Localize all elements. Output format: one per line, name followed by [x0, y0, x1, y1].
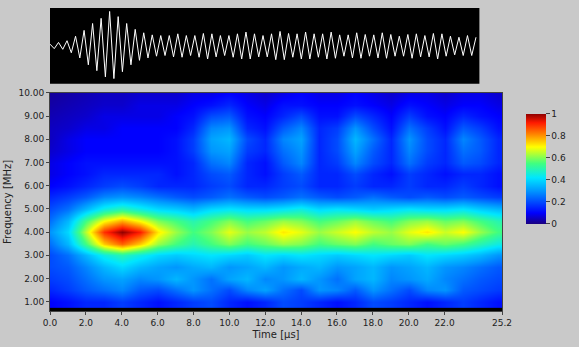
svg-text:0.6: 0.6	[551, 153, 566, 163]
svg-text:22.0: 22.0	[435, 318, 455, 328]
svg-text:2.0: 2.0	[79, 318, 94, 328]
svg-text:0: 0	[551, 219, 557, 229]
svg-text:9.00: 9.00	[24, 111, 44, 121]
svg-text:0.4: 0.4	[551, 175, 566, 185]
svg-text:25.2: 25.2	[492, 318, 512, 328]
svg-text:12.0: 12.0	[255, 318, 275, 328]
svg-text:8.0: 8.0	[186, 318, 201, 328]
svg-text:4.00: 4.00	[24, 227, 44, 237]
svg-text:5.00: 5.00	[24, 204, 44, 214]
svg-text:14.0: 14.0	[291, 318, 311, 328]
svg-text:2.00: 2.00	[24, 274, 44, 284]
svg-text:6.00: 6.00	[24, 181, 44, 191]
svg-text:16.0: 16.0	[327, 318, 347, 328]
svg-text:7.00: 7.00	[24, 158, 44, 168]
svg-text:Time [μs]: Time [μs]	[251, 329, 299, 340]
svg-text:8.00: 8.00	[24, 134, 44, 144]
svg-text:0.0: 0.0	[43, 318, 58, 328]
svg-text:3.00: 3.00	[24, 250, 44, 260]
svg-text:0.2: 0.2	[551, 197, 565, 207]
svg-text:10.0: 10.0	[219, 318, 239, 328]
svg-text:1: 1	[551, 109, 557, 119]
svg-text:1.00: 1.00	[24, 297, 44, 307]
svg-text:0.8: 0.8	[551, 131, 566, 141]
svg-text:Frequency [MHz]: Frequency [MHz]	[2, 160, 13, 244]
svg-text:10.00: 10.00	[18, 88, 44, 98]
svg-text:6.0: 6.0	[150, 318, 165, 328]
svg-text:4.0: 4.0	[115, 318, 130, 328]
svg-text:18.0: 18.0	[363, 318, 383, 328]
svg-text:20.0: 20.0	[399, 318, 419, 328]
